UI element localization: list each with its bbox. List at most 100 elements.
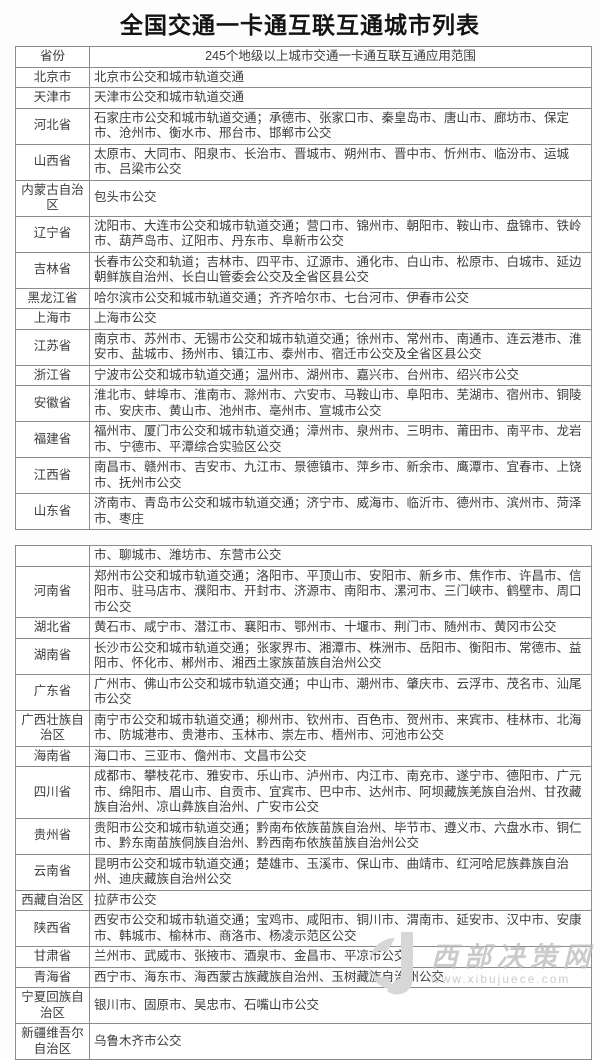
province-cell: 河北省 <box>15 107 90 145</box>
coverage-cell: 沈阳市、大连市公交和城市轨道交通；营口市、锦州市、朝阳市、鞍山市、盘锦市、铁岭市… <box>89 215 592 253</box>
table-row: 吉林省 长春市公交和轨道；吉林市、四平市、辽源市、通化市、白山市、松原市、白城市… <box>15 251 592 289</box>
province-cell: 上海市 <box>15 308 90 330</box>
coverage-cell: 成都市、攀枝花市、雅安市、乐山市、泸州市、内江市、南充市、遂宁市、德阳市、广元市… <box>89 766 592 819</box>
coverage-cell: 市、聊城市、潍坊市、东营市公交 <box>89 545 592 567</box>
province-cell: 陕西省 <box>15 910 90 947</box>
table-row: 广东省 广州市、佛山市公交和城市轨道交通；中山市、潮州市、肇庆市、云浮市、茂名市… <box>15 673 592 711</box>
coverage-cell: 拉萨市公交 <box>89 889 592 911</box>
province-cell: 新疆维吾尔自治区 <box>15 1023 90 1060</box>
table-row: 河北省 石家庄市公交和城市轨道交通；承德市、张家口市、秦皇岛市、唐山市、廊坊市、… <box>15 107 592 145</box>
province-cell: 湖南省 <box>15 637 90 675</box>
province-cell: 西藏自治区 <box>15 889 90 911</box>
table-row: 内蒙古自治区 包头市公交 <box>15 179 592 217</box>
table-row: 广西壮族自治区 南宁市公交和城市轨道交通；柳州市、钦州市、百色市、贺州市、来宾市… <box>15 709 592 747</box>
coverage-cell: 广州市、佛山市公交和城市轨道交通；中山市、潮州市、肇庆市、云浮市、茂名市、汕尾市… <box>89 673 592 711</box>
city-table-section-2: 市、聊城市、潍坊市、东营市公交 河南省 郑州市公交和城市轨道交通；洛阳市、平顶山… <box>15 545 592 1060</box>
province-cell <box>15 545 90 567</box>
coverage-cell: 黄石市、咸宁市、潜江市、襄阳市、鄂州市、十堰市、荆门市、随州市、黄冈市公交 <box>89 617 592 639</box>
province-cell: 浙江省 <box>15 364 90 386</box>
province-cell: 黑龙江省 <box>15 287 90 309</box>
city-table-section-1: 省份 245个地级以上城市交通一卡通互联互通应用范围 北京市 北京市公交和城市轨… <box>15 46 592 530</box>
province-cell: 青海省 <box>15 966 90 988</box>
table-row: 湖北省 黄石市、咸宁市、潜江市、襄阳市、鄂州市、十堰市、荆门市、随州市、黄冈市公… <box>15 617 592 639</box>
coverage-cell: 宁波市公交和城市轨道交通；温州市、湖州市、嘉兴市、台州市、绍兴市公交 <box>89 364 592 386</box>
table-row: 海南省 海口市、三亚市、儋州市、文昌市公交 <box>15 745 592 767</box>
coverage-cell: 包头市公交 <box>89 179 592 217</box>
coverage-cell: 银川市、固原市、吴忠市、石嘴山市公交 <box>89 987 592 1024</box>
province-cell: 内蒙古自治区 <box>15 179 90 217</box>
province-cell: 安徽省 <box>15 385 90 422</box>
province-cell: 河南省 <box>15 565 90 618</box>
table-header-row: 省份 245个地级以上城市交通一卡通互联互通应用范围 <box>15 46 592 68</box>
table-row: 青海省 西宁市、海东市、海西蒙古族藏族自治州、玉树藏族自治州公交 <box>15 966 592 988</box>
province-cell: 北京市 <box>15 66 90 88</box>
province-column-header: 省份 <box>15 46 90 68</box>
table-row: 山东省 济南市、青岛市公交和城市轨道交通；济宁市、威海市、临沂市、德州市、滨州市… <box>15 493 592 530</box>
coverage-cell: 天津市公交和城市轨道交通 <box>89 87 592 109</box>
province-cell: 海南省 <box>15 745 90 767</box>
table-row: 黑龙江省 哈尔滨市公交和城市轨道交通；齐齐哈尔市、七台河市、伊春市公交 <box>15 287 592 309</box>
table-row: 西藏自治区 拉萨市公交 <box>15 889 592 911</box>
province-cell: 山西省 <box>15 143 90 181</box>
province-cell: 湖北省 <box>15 617 90 639</box>
table-row: 四川省 成都市、攀枝花市、雅安市、乐山市、泸州市、内江市、南充市、遂宁市、德阳市… <box>15 766 592 819</box>
table-row: 新疆维吾尔自治区 乌鲁木齐市公交 <box>15 1023 592 1060</box>
coverage-cell: 西安市公交和城市轨道交通；宝鸡市、咸阳市、铜川市、渭南市、延安市、汉中市、安康市… <box>89 910 592 947</box>
province-cell: 广东省 <box>15 673 90 711</box>
province-cell: 山东省 <box>15 493 90 530</box>
coverage-cell: 福州市、厦门市公交和城市轨道交通；漳州市、泉州市、三明市、莆田市、南平市、龙岩市… <box>89 421 592 458</box>
coverage-cell: 兰州市、武威市、张掖市、酒泉市、金昌市、平凉市公交 <box>89 946 592 968</box>
province-cell: 广西壮族自治区 <box>15 709 90 747</box>
province-cell: 福建省 <box>15 421 90 458</box>
coverage-cell: 南昌市、赣州市、吉安市、九江市、景德镇市、萍乡市、新余市、鹰潭市、宜春市、上饶市… <box>89 457 592 494</box>
province-cell: 辽宁省 <box>15 215 90 253</box>
coverage-cell: 南宁市公交和城市轨道交通；柳州市、钦州市、百色市、贺州市、来宾市、桂林市、北海市… <box>89 709 592 747</box>
province-cell: 天津市 <box>15 87 90 109</box>
coverage-cell: 石家庄市公交和城市轨道交通；承德市、张家口市、秦皇岛市、唐山市、廊坊市、保定市、… <box>89 107 592 145</box>
table-row: 贵州省 贵阳市公交和城市轨道交通；黔南布依族苗族自治州、毕节市、遵义市、六盘水市… <box>15 817 592 855</box>
province-cell: 云南省 <box>15 853 90 891</box>
coverage-cell: 北京市公交和城市轨道交通 <box>89 66 592 88</box>
coverage-cell: 西宁市、海东市、海西蒙古族藏族自治州、玉树藏族自治州公交 <box>89 966 592 988</box>
table-section-divider <box>0 530 600 545</box>
province-cell: 四川省 <box>15 766 90 819</box>
table-row: 安徽省 淮北市、蚌埠市、淮南市、滁州市、六安市、马鞍山市、阜阳市、芜湖市、宿州市… <box>15 385 592 422</box>
table-row: 浙江省 宁波市公交和城市轨道交通；温州市、湖州市、嘉兴市、台州市、绍兴市公交 <box>15 364 592 386</box>
province-cell: 江西省 <box>15 457 90 494</box>
table-row: 甘肃省 兰州市、武威市、张掖市、酒泉市、金昌市、平凉市公交 <box>15 946 592 968</box>
table-row: 北京市 北京市公交和城市轨道交通 <box>15 66 592 88</box>
coverage-cell: 淮北市、蚌埠市、淮南市、滁州市、六安市、马鞍山市、阜阳市、芜湖市、宿州市、铜陵市… <box>89 385 592 422</box>
province-cell: 宁夏回族自治区 <box>15 987 90 1024</box>
coverage-cell: 贵阳市公交和城市轨道交通；黔南布依族苗族自治州、毕节市、遵义市、六盘水市、铜仁市… <box>89 817 592 855</box>
coverage-cell: 南京市、苏州市、无锡市公交和城市轨道交通；徐州市、常州市、南通市、连云港市、淮安… <box>89 328 592 366</box>
coverage-cell: 乌鲁木齐市公交 <box>89 1023 592 1060</box>
table-row: 天津市 天津市公交和城市轨道交通 <box>15 87 592 109</box>
coverage-cell: 哈尔滨市公交和城市轨道交通；齐齐哈尔市、七台河市、伊春市公交 <box>89 287 592 309</box>
table-row: 上海市 上海市公交 <box>15 308 592 330</box>
coverage-cell: 郑州市公交和城市轨道交通；洛阳市、平顶山市、安阳市、新乡市、焦作市、许昌市、信阳… <box>89 565 592 618</box>
coverage-cell: 太原市、大同市、阳泉市、长治市、晋城市、朔州市、晋中市、忻州市、临汾市、运城市、… <box>89 143 592 181</box>
table-row: 山西省 太原市、大同市、阳泉市、长治市、晋城市、朔州市、晋中市、忻州市、临汾市、… <box>15 143 592 181</box>
coverage-column-header: 245个地级以上城市交通一卡通互联互通应用范围 <box>89 46 592 68</box>
province-cell: 江苏省 <box>15 328 90 366</box>
table-row: 陕西省 西安市公交和城市轨道交通；宝鸡市、咸阳市、铜川市、渭南市、延安市、汉中市… <box>15 910 592 947</box>
table-row: 河南省 郑州市公交和城市轨道交通；洛阳市、平顶山市、安阳市、新乡市、焦作市、许昌… <box>15 565 592 618</box>
table-row: 湖南省 长沙市公交和城市轨道交通；张家界市、湘潭市、株洲市、岳阳市、衡阳市、常德… <box>15 637 592 675</box>
page-title: 全国交通一卡通互联互通城市列表 <box>120 12 480 38</box>
coverage-cell: 上海市公交 <box>89 308 592 330</box>
table-row: 市、聊城市、潍坊市、东营市公交 <box>15 545 592 567</box>
coverage-cell: 长沙市公交和城市轨道交通；张家界市、湘潭市、株洲市、岳阳市、衡阳市、常德市、益阳… <box>89 637 592 675</box>
coverage-cell: 长春市公交和轨道；吉林市、四平市、辽源市、通化市、白山市、松原市、白城市、延边朝… <box>89 251 592 289</box>
coverage-cell: 济南市、青岛市公交和城市轨道交通；济宁市、威海市、临沂市、德州市、滨州市、菏泽市… <box>89 493 592 530</box>
table-row: 江西省 南昌市、赣州市、吉安市、九江市、景德镇市、萍乡市、新余市、鹰潭市、宜春市… <box>15 457 592 494</box>
table-row: 辽宁省 沈阳市、大连市公交和城市轨道交通；营口市、锦州市、朝阳市、鞍山市、盘锦市… <box>15 215 592 253</box>
province-cell: 吉林省 <box>15 251 90 289</box>
table-row: 云南省 昆明市公交和城市轨道交通；楚雄市、玉溪市、保山市、曲靖市、红河哈尼族彝族… <box>15 853 592 891</box>
table-row: 福建省 福州市、厦门市公交和城市轨道交通；漳州市、泉州市、三明市、莆田市、南平市… <box>15 421 592 458</box>
table-row: 宁夏回族自治区 银川市、固原市、吴忠市、石嘴山市公交 <box>15 987 592 1024</box>
province-cell: 甘肃省 <box>15 946 90 968</box>
province-cell: 贵州省 <box>15 817 90 855</box>
coverage-cell: 昆明市公交和城市轨道交通；楚雄市、玉溪市、保山市、曲靖市、红河哈尼族彝族自治州、… <box>89 853 592 891</box>
coverage-cell: 海口市、三亚市、儋州市、文昌市公交 <box>89 745 592 767</box>
table-row: 江苏省 南京市、苏州市、无锡市公交和城市轨道交通；徐州市、常州市、南通市、连云港… <box>15 328 592 366</box>
